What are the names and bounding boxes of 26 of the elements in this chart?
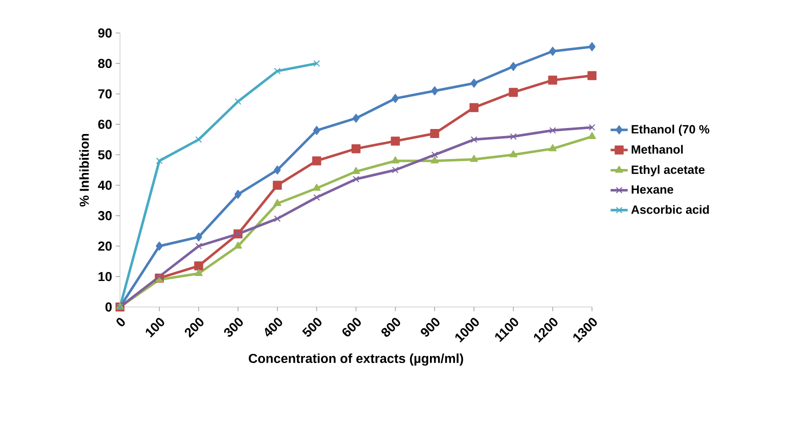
y-tick-label: 10 bbox=[98, 272, 112, 282]
x-tick-label: 300 bbox=[224, 318, 243, 337]
y-tick-label: 20 bbox=[98, 242, 112, 251]
y-axis-title: % Inhibition bbox=[79, 134, 89, 206]
x-tick-label: 500 bbox=[302, 318, 322, 337]
y-tick-label: 80 bbox=[98, 58, 112, 68]
x-tick-label: 100 bbox=[146, 318, 164, 338]
y-tick-label: 60 bbox=[98, 120, 112, 129]
legend-label: Hexane bbox=[632, 185, 674, 194]
x-tick-label: 900 bbox=[420, 318, 440, 337]
legend-label: Ascorbic acid bbox=[631, 205, 709, 214]
y-tick-label: 70 bbox=[98, 89, 112, 98]
x-tick-label: 800 bbox=[381, 318, 400, 337]
x-tick-label: 600 bbox=[342, 318, 361, 336]
legend-label: Methanol bbox=[632, 144, 683, 154]
y-tick-label: 90 bbox=[98, 28, 112, 38]
x-tick-label: 400 bbox=[264, 318, 282, 337]
legend-label: Ethyl acetate bbox=[632, 165, 705, 176]
y-tick-label: 30 bbox=[98, 211, 112, 220]
x-tick-label: 200 bbox=[184, 318, 204, 338]
legend-label: Ethanol (70 % bbox=[632, 124, 710, 136]
x-tick-label: 0 bbox=[116, 318, 125, 326]
y-tick-label: 40 bbox=[98, 180, 112, 190]
y-tick-label: 0 bbox=[105, 302, 112, 312]
y-tick-label: 50 bbox=[98, 150, 112, 160]
x-axis-title: Concentration of extracts (µgm/ml) bbox=[248, 353, 464, 366]
